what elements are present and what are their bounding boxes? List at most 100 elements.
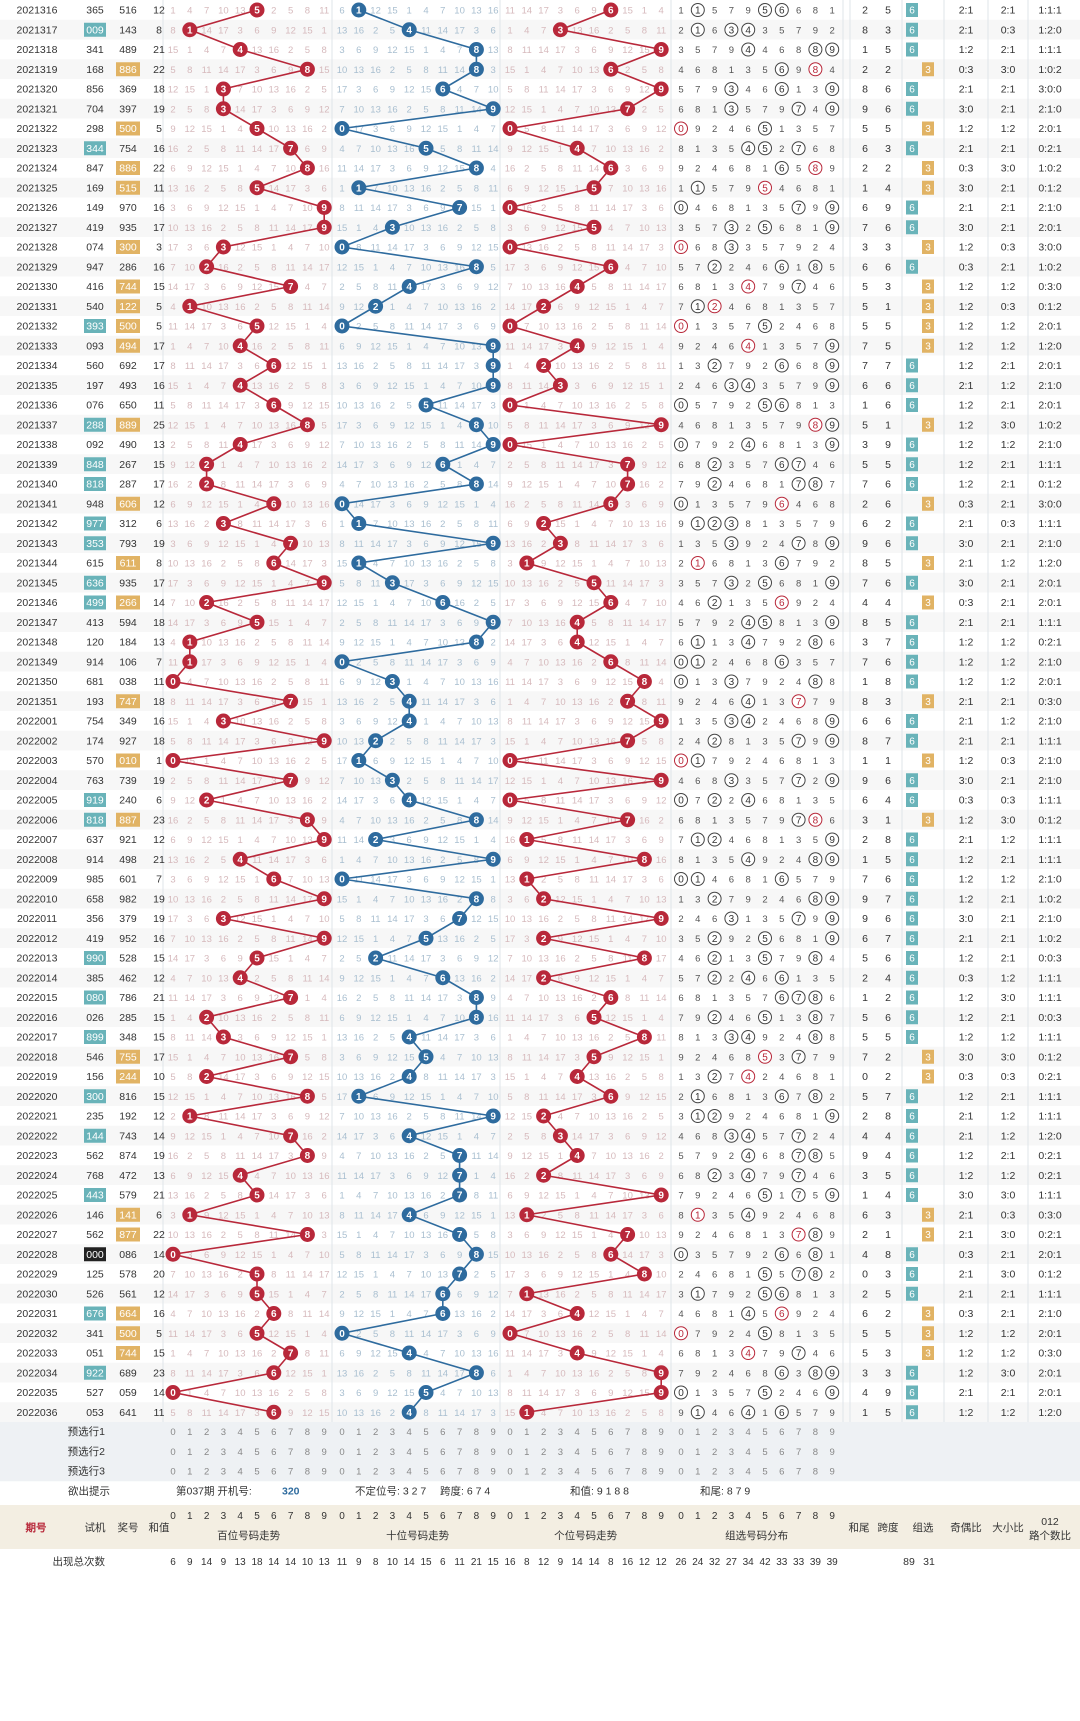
distribution-digit: 3: [729, 104, 735, 115]
sum-cell: 14: [153, 597, 165, 609]
miss-cell: 1: [170, 6, 175, 17]
miss-cell: 15: [354, 598, 365, 609]
distribution-ball: [774, 1089, 789, 1104]
big-small-cell: 1:2: [1001, 1111, 1016, 1123]
distribution-miss: 1: [796, 618, 801, 629]
miss-cell: 10: [606, 815, 617, 826]
miss-cell: 17: [235, 1072, 246, 1083]
group-badge: [922, 1306, 934, 1321]
distribution-miss: 4: [779, 539, 784, 550]
distribution-header: 组选号码分布: [725, 1529, 788, 1542]
header-digit: 7: [457, 1511, 463, 1522]
miss-cell: 8: [288, 638, 293, 649]
distribution-miss: 3: [813, 440, 818, 451]
sum-cell: 16: [153, 933, 165, 945]
count-value: 14: [268, 1557, 280, 1568]
tens-ball-digit: 6: [440, 460, 446, 471]
route-012-cell: 0:1:2: [1038, 301, 1062, 313]
miss-cell: 9: [507, 1151, 512, 1162]
distribution-miss: 1: [695, 499, 700, 510]
miss-cell: 15: [252, 914, 263, 925]
distribution-miss: 3: [779, 341, 784, 352]
route-012-cell: 2:1:0: [1038, 874, 1062, 886]
distribution-ball: [724, 220, 739, 235]
miss-cell: 16: [218, 598, 229, 609]
miss-cell: 10: [337, 401, 348, 412]
miss-cell: 6: [170, 835, 175, 846]
miss-cell: 15: [421, 420, 432, 431]
preselect-digit: 2: [204, 1427, 209, 1438]
miss-cell: 7: [322, 954, 327, 965]
hundreds-ball-digit: 9: [321, 835, 327, 846]
miss-cell: 6: [390, 796, 395, 807]
distribution-miss: 9: [762, 855, 767, 866]
miss-cell: 16: [285, 420, 296, 431]
distribution-miss: 2: [762, 894, 767, 905]
miss-cell: 9: [524, 855, 529, 866]
miss-cell: 8: [457, 480, 462, 491]
miss-cell: 12: [201, 835, 212, 846]
distribution-miss: 2: [746, 756, 751, 767]
miss-cell: 17: [421, 1289, 432, 1300]
miss-cell: 11: [387, 618, 397, 629]
miss-cell: 4: [507, 993, 512, 1004]
period-cell: 2022015: [17, 992, 58, 1004]
miss-cell: 9: [524, 519, 529, 530]
miss-cell: 17: [201, 657, 212, 668]
sum-cell: 19: [153, 538, 165, 550]
units-trend-line: [507, 9, 665, 1414]
award-header: 奖号: [118, 1521, 139, 1534]
tens-ball: [334, 654, 350, 670]
trial-highlight: [84, 22, 106, 37]
award-cell: 935: [119, 577, 137, 589]
miss-cell: 12: [337, 934, 348, 945]
hundreds-ball-digit: 4: [237, 1171, 243, 1182]
preselect-digit: 8: [813, 1427, 818, 1438]
tens-ball-digit: 7: [457, 1151, 463, 1162]
miss-cell: 2: [541, 875, 546, 886]
period-cell: 2022013: [17, 953, 58, 965]
miss-cell: 9: [390, 420, 395, 431]
distribution-miss: 9: [712, 1151, 717, 1162]
miss-cell: 8: [390, 993, 395, 1004]
miss-cell: 16: [201, 1230, 212, 1241]
big-small-cell: 1:2: [1001, 637, 1016, 649]
group-badge: [922, 121, 934, 136]
period-cell: 2022022: [17, 1130, 58, 1142]
sum-cell: 22: [153, 1229, 165, 1241]
distribution-ball: [774, 970, 789, 985]
route-012-cell: 1:0:2: [1038, 64, 1062, 76]
tens-ball-digit: 5: [423, 934, 429, 945]
miss-cell: 4: [642, 1309, 647, 1320]
odd-even-cell: 2:1: [959, 5, 974, 17]
group-badge: [922, 1069, 934, 1084]
distribution-ball: [690, 1089, 705, 1104]
big-small-cell: 3:0: [1001, 992, 1016, 1004]
miss-cell: 7: [356, 480, 361, 491]
preselect-digit: 0: [507, 1467, 512, 1478]
tens-ball-digit: 3: [390, 578, 396, 589]
miss-cell: 13: [656, 223, 667, 234]
award-highlight: [116, 556, 140, 570]
miss-cell: 13: [454, 1309, 465, 1320]
miss-cell: 6: [423, 1210, 428, 1221]
miss-cell: 9: [491, 1329, 496, 1340]
miss-cell: 8: [474, 519, 479, 530]
period-cell: 2021338: [17, 439, 58, 451]
group-badge: [906, 536, 918, 551]
miss-cell: 14: [438, 1368, 449, 1379]
odd-even-cell: 2:1: [959, 1387, 974, 1399]
miss-cell: 15: [522, 440, 533, 451]
miss-cell: 10: [589, 776, 600, 787]
miss-cell: 2: [440, 183, 445, 194]
distribution-miss: 8: [830, 1210, 835, 1221]
distribution-digit: 2: [712, 934, 718, 945]
distribution-miss: 3: [746, 65, 751, 76]
row-stripe: [0, 533, 1080, 553]
count-value: 12: [538, 1557, 550, 1568]
miss-cell: 15: [370, 1309, 381, 1320]
miss-cell: 2: [440, 855, 445, 866]
big-small-cell: 0:3: [1001, 242, 1016, 254]
miss-cell: 10: [337, 1408, 348, 1419]
miss-cell: 9: [373, 1388, 378, 1399]
